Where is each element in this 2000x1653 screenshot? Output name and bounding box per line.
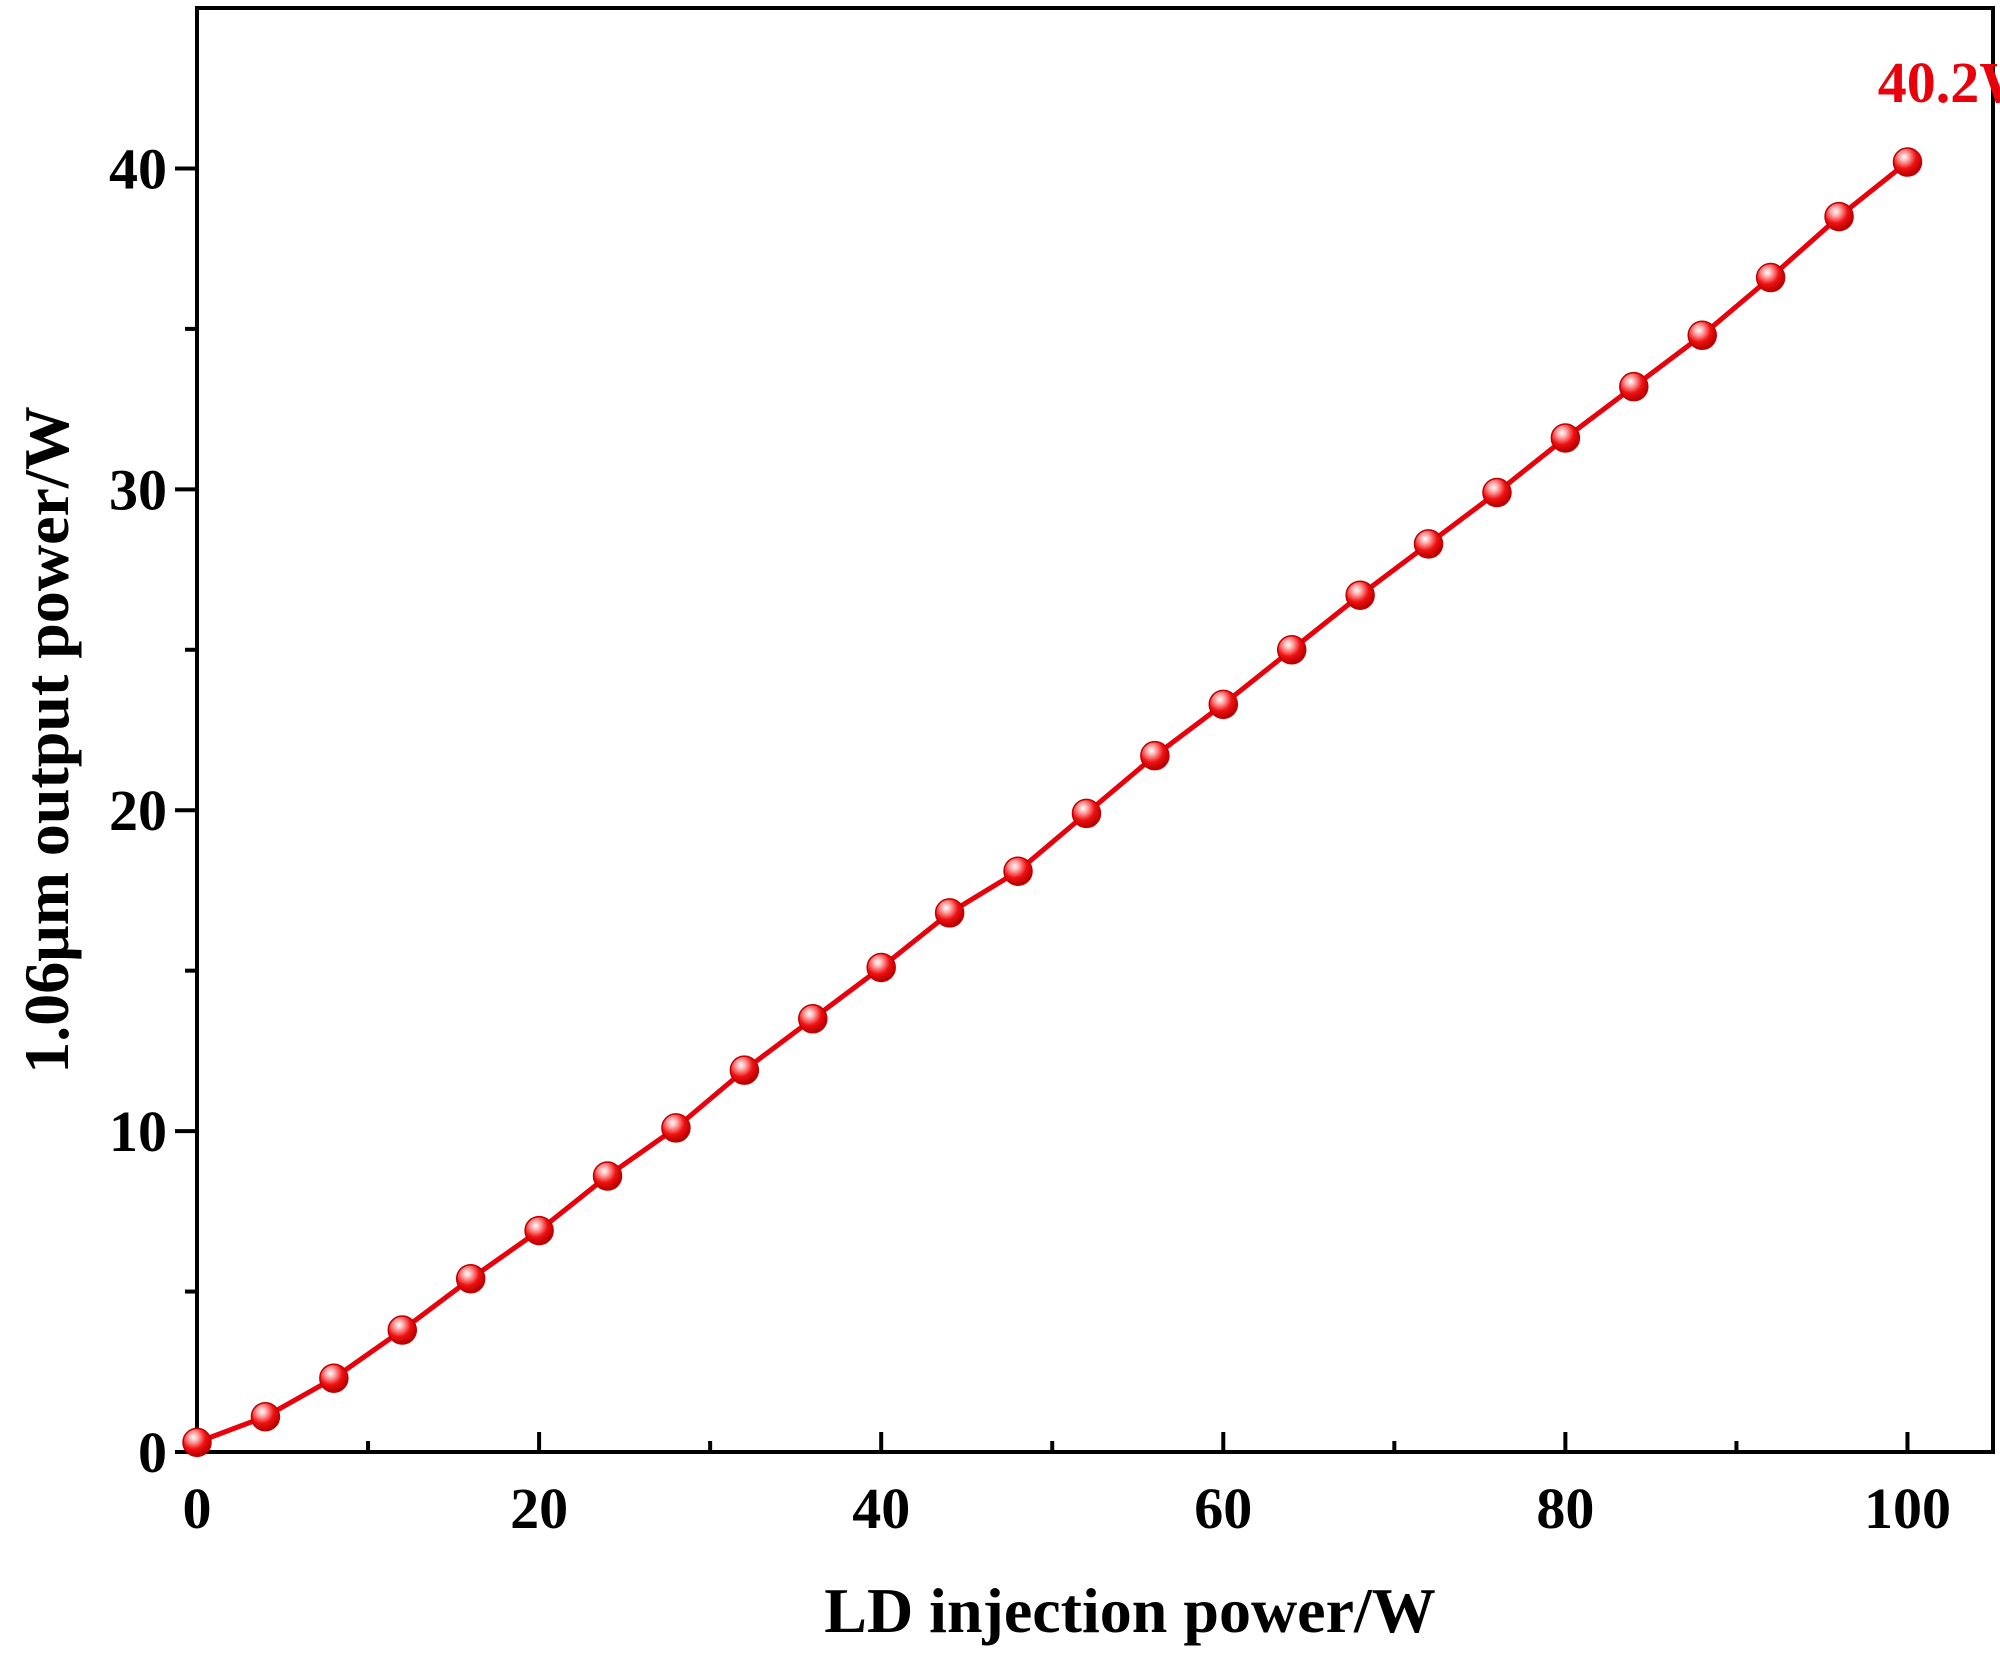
data-point bbox=[1345, 580, 1375, 610]
series-line bbox=[196, 160, 1910, 1445]
data-point bbox=[592, 1161, 623, 1191]
series-lines bbox=[196, 160, 1910, 1445]
plot-frame bbox=[195, 6, 1995, 1454]
data-point bbox=[1687, 320, 1717, 351]
x-tick-label: 80 bbox=[1536, 1476, 1594, 1541]
x-axis-ticks: 0 20 40 60 80 100 bbox=[183, 1432, 1951, 1541]
annotations: 40.2W bbox=[1878, 50, 2000, 115]
data-point bbox=[1071, 798, 1102, 829]
data-point bbox=[1619, 371, 1649, 402]
data-point bbox=[387, 1315, 418, 1345]
data-point bbox=[1755, 262, 1786, 293]
data-point bbox=[661, 1113, 691, 1143]
data-point bbox=[934, 898, 965, 928]
data-point bbox=[1140, 740, 1170, 771]
y-tick-label: 10 bbox=[109, 1099, 167, 1164]
data-point bbox=[1824, 201, 1854, 232]
x-tick-label: 20 bbox=[510, 1476, 568, 1541]
y-axis-ticks: 0 10 20 30 40 bbox=[109, 136, 197, 1485]
data-point bbox=[250, 1401, 281, 1432]
data-point bbox=[729, 1055, 760, 1085]
data-point bbox=[182, 1427, 212, 1458]
x-axis-title: LD injection power/W bbox=[824, 1575, 1436, 1646]
data-point bbox=[1482, 477, 1512, 508]
data-point bbox=[1276, 635, 1307, 665]
x-tick-label: 60 bbox=[1194, 1476, 1252, 1541]
data-point bbox=[1413, 529, 1444, 559]
data-point bbox=[1208, 689, 1239, 720]
y-tick-label: 40 bbox=[109, 136, 167, 201]
series-points bbox=[182, 147, 1923, 1458]
x-tick-label: 40 bbox=[852, 1476, 910, 1541]
x-tick-label: 100 bbox=[1864, 1476, 1951, 1541]
y-tick-label: 20 bbox=[109, 778, 167, 843]
data-point bbox=[1550, 423, 1581, 453]
y-tick-label: 0 bbox=[138, 1420, 167, 1485]
axes-frame bbox=[195, 6, 1995, 1454]
peak-annotation: 40.2W bbox=[1878, 50, 2000, 115]
data-point bbox=[455, 1263, 486, 1294]
x-tick-label: 0 bbox=[183, 1476, 212, 1541]
data-point bbox=[1892, 147, 1923, 177]
data-point bbox=[798, 1004, 828, 1034]
data-point bbox=[866, 952, 896, 983]
data-point bbox=[1003, 856, 1033, 886]
data-point bbox=[524, 1215, 554, 1246]
data-point bbox=[319, 1363, 349, 1393]
y-axis-title: 1.06μm output power/W bbox=[11, 406, 82, 1073]
y-tick-label: 30 bbox=[109, 457, 167, 522]
